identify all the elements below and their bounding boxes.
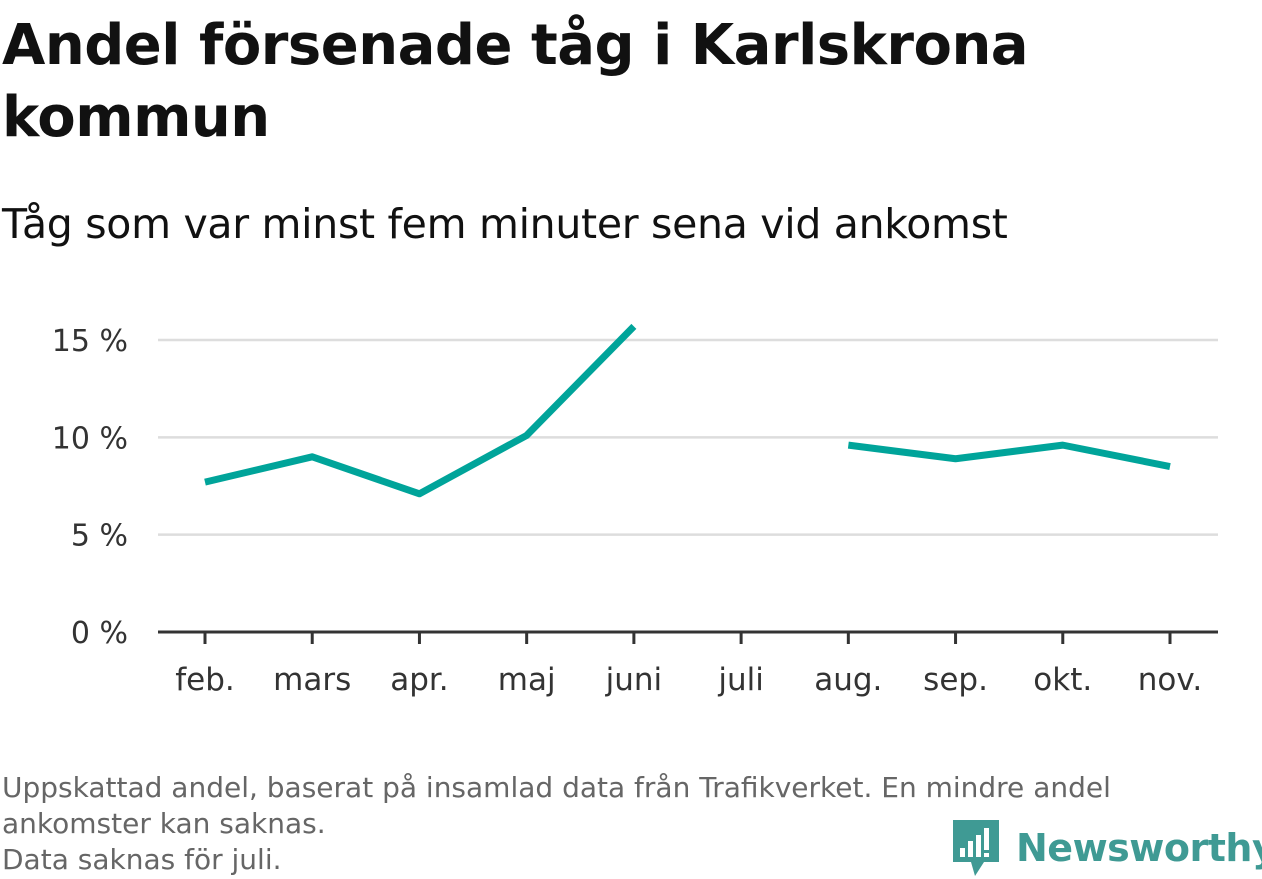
y-tick-label: 0 % [71, 616, 128, 651]
line-chart: 0 % 5 % 10 % 15 % feb. mars apr. maj juni juli au… [52, 323, 1218, 698]
x-tick-label: apr. [390, 662, 448, 698]
x-tick-label: okt. [1033, 662, 1092, 698]
y-tick-label: 5 % [71, 519, 128, 554]
x-tick-label: mars [273, 662, 351, 698]
footnote-line-2: ankomster kan saknas. [2, 807, 326, 840]
grid-lines [158, 338, 1218, 536]
x-tick-label: aug. [814, 662, 882, 698]
x-tick-label: maj [498, 662, 556, 698]
footnote-line-3: Data saknas för juli. [2, 843, 282, 876]
footnote-line-1: Uppskattad andel, baserat på insamlad da… [2, 771, 1111, 804]
bar-chart-speech-bubble-icon [953, 820, 999, 876]
series-lines [204, 323, 1171, 498]
chart-title: Andel försenade tåg i Karlskrona kommun [2, 13, 1029, 150]
x-tick-label: nov. [1138, 662, 1202, 698]
series-line-segment [204, 323, 637, 498]
x-tick-label: juni [605, 662, 663, 698]
brand-logo: Newsworthy [950, 818, 1262, 878]
y-tick-label: 10 % [52, 421, 128, 456]
y-tick-label: 15 % [52, 324, 128, 359]
series-line-segment [847, 441, 1171, 470]
x-tick-label: juli [717, 662, 764, 698]
x-tick-label: sep. [923, 662, 988, 698]
footnote: Uppskattad andel, baserat på insamlad da… [2, 770, 1252, 878]
x-tick-label: feb. [175, 662, 235, 698]
brand-name: Newsworthy [1016, 826, 1262, 870]
x-axis-ticks: feb. mars apr. maj juni juli aug. sep. okt. nov. [175, 632, 1202, 698]
chart-subtitle: Tåg som var minst fem minuter sena vid a… [2, 200, 1008, 248]
y-axis-ticks: 0 % 5 % 10 % 15 % [52, 324, 128, 651]
